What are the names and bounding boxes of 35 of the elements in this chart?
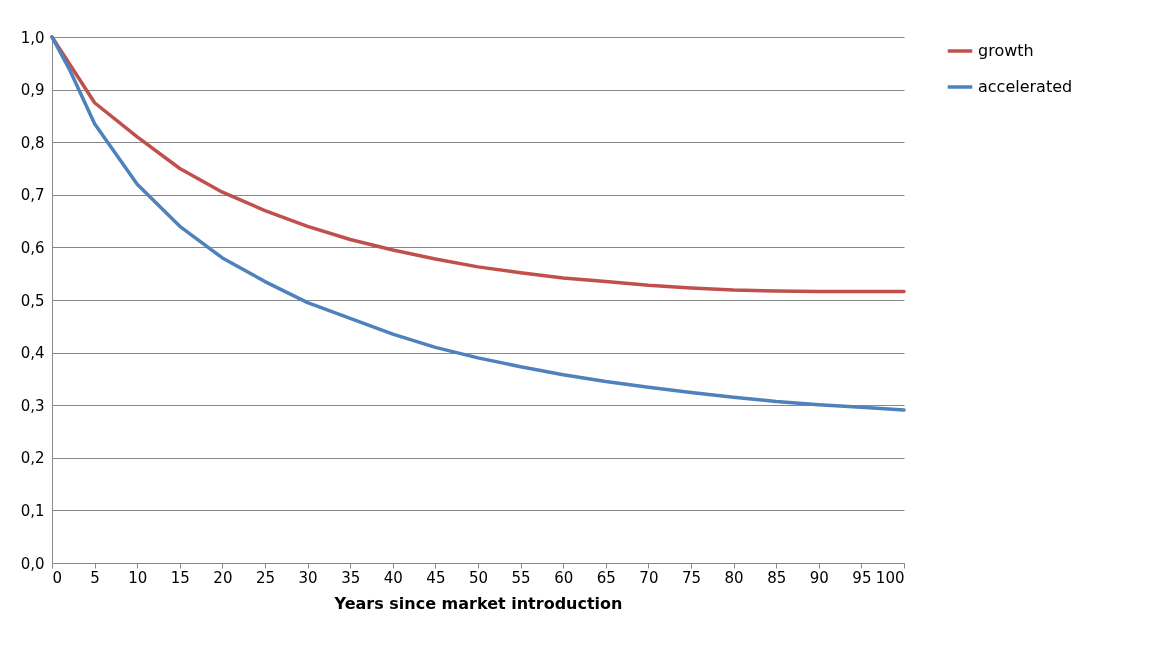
x-tick-label: 90 bbox=[809, 568, 829, 587]
x-tick-label: 70 bbox=[639, 568, 659, 587]
x-tick-label: 65 bbox=[596, 568, 616, 587]
legend-label: accelerated bbox=[978, 77, 1073, 96]
y-tick-label: 0,2 bbox=[20, 449, 45, 468]
y-tick-label: 0,8 bbox=[20, 133, 45, 152]
x-tick-label: 95 bbox=[852, 568, 872, 587]
x-tick-label: 60 bbox=[554, 568, 574, 587]
x-tick-label: 100 bbox=[875, 568, 905, 587]
x-tick-label: 85 bbox=[767, 568, 787, 587]
y-tick-label: 0,1 bbox=[20, 501, 45, 520]
x-tick-label: 0 bbox=[52, 568, 63, 587]
x-tick-label: 75 bbox=[681, 568, 702, 587]
y-tick-label: 0,6 bbox=[20, 238, 45, 257]
y-tick-label: 1,0 bbox=[20, 28, 45, 47]
x-tick-label: 10 bbox=[128, 568, 148, 587]
x-tick-label: 35 bbox=[341, 568, 361, 587]
x-tick-label: 55 bbox=[511, 568, 531, 587]
x-axis-title: Years since market introduction bbox=[333, 593, 623, 613]
x-tick-label: 20 bbox=[213, 568, 233, 587]
x-tick-label: 25 bbox=[255, 568, 276, 587]
x-tick-label: 50 bbox=[468, 568, 489, 587]
x-tick-label: 40 bbox=[383, 568, 403, 587]
x-tick-label: 45 bbox=[426, 568, 446, 587]
x-tick-label: 30 bbox=[298, 568, 318, 587]
y-tick-label: 0,4 bbox=[20, 344, 45, 363]
y-tick-label: 0,3 bbox=[20, 396, 45, 415]
legend-label: growth bbox=[978, 41, 1034, 60]
y-tick-label: 0,5 bbox=[20, 291, 45, 310]
y-tick-label: 0,9 bbox=[20, 81, 45, 100]
y-tick-label: 0,0 bbox=[20, 554, 45, 573]
x-tick-label: 80 bbox=[724, 568, 744, 587]
y-tick-label: 0,7 bbox=[20, 186, 45, 205]
x-tick-label: 15 bbox=[170, 568, 190, 587]
x-tick-label: 5 bbox=[90, 568, 100, 587]
